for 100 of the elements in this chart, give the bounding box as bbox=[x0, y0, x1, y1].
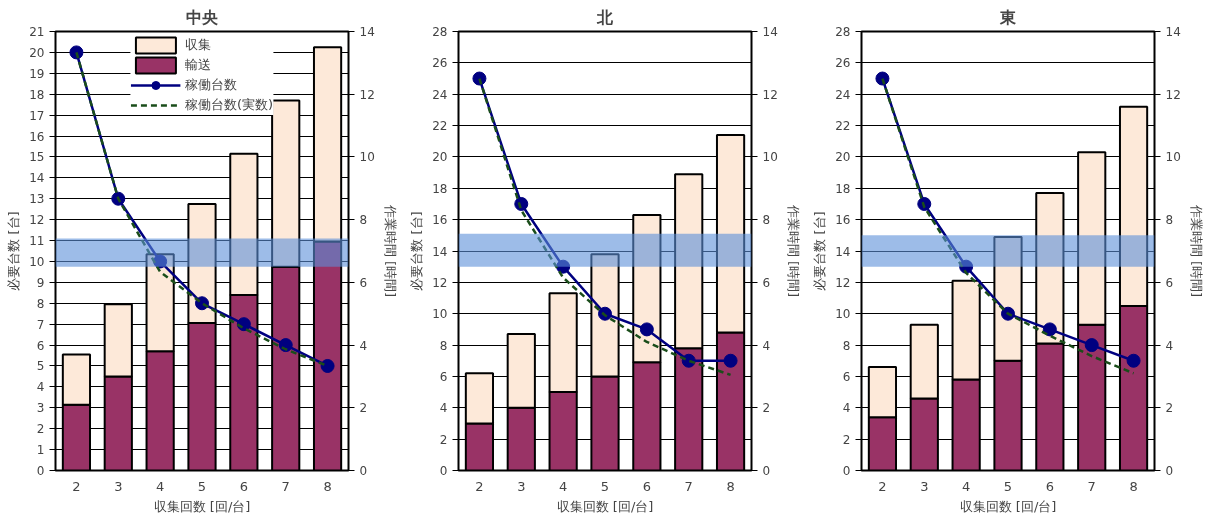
y-axis-title: 必要台数 [台] bbox=[6, 211, 22, 291]
y-tick-label: 22 bbox=[835, 119, 851, 134]
y-tick-label: 16 bbox=[29, 129, 45, 144]
y-tick-label: 28 bbox=[432, 25, 448, 39]
point bbox=[639, 322, 654, 337]
y-tick-label: 26 bbox=[432, 56, 448, 71]
x-tick-label: 5 bbox=[600, 478, 610, 494]
x-tick-label: 7 bbox=[1087, 478, 1096, 494]
y-tick-label: 14 bbox=[29, 171, 45, 186]
y-tick-label: 10 bbox=[29, 254, 45, 269]
y-tick-label: 5 bbox=[36, 359, 45, 374]
y-tick-label: 22 bbox=[432, 119, 448, 134]
point bbox=[723, 353, 738, 368]
y-tick-label: 14 bbox=[432, 244, 448, 259]
y2-tick-label: 12 bbox=[1165, 87, 1181, 102]
y-tick-label: 26 bbox=[835, 56, 851, 71]
y2-tick-label: 2 bbox=[762, 401, 771, 416]
y-tick-label: 24 bbox=[432, 87, 448, 102]
x-tick-label: 4 bbox=[156, 478, 165, 494]
y2-axis-title: 作業時間 [時間] bbox=[785, 203, 801, 298]
point bbox=[1042, 322, 1057, 337]
y-tick-label: 10 bbox=[432, 307, 448, 322]
x-tick-label: 3 bbox=[114, 478, 123, 494]
legend-label: 稼働台数(実数) bbox=[184, 96, 274, 114]
x-axis-title: 収集回数 [回/台] bbox=[153, 498, 251, 514]
y-tick-label: 10 bbox=[835, 307, 851, 322]
y-tick-label: 18 bbox=[432, 181, 448, 196]
y-tick-label: 0 bbox=[36, 464, 45, 478]
y-tick-label: 3 bbox=[36, 401, 45, 416]
y-tick-label: 14 bbox=[835, 244, 851, 259]
y-tick-label: 18 bbox=[29, 87, 45, 102]
legend-label: 稼働台数 bbox=[184, 76, 237, 94]
y-tick-label: 19 bbox=[29, 66, 45, 81]
point bbox=[1084, 338, 1099, 353]
x-tick-label: 6 bbox=[642, 478, 651, 494]
y-tick-label: 20 bbox=[29, 45, 45, 60]
x-tick-label: 4 bbox=[559, 478, 568, 494]
y-tick-label: 6 bbox=[842, 369, 851, 384]
x-axis-title: 収集回数 [回/台] bbox=[556, 498, 654, 514]
y-tick-label: 12 bbox=[432, 275, 448, 290]
x-tick-label: 2 bbox=[475, 478, 484, 494]
y2-tick-label: 14 bbox=[1165, 25, 1181, 39]
x-tick-label: 3 bbox=[920, 478, 929, 494]
y-tick-label: 16 bbox=[432, 213, 448, 228]
y-tick-label: 21 bbox=[29, 25, 45, 39]
y-tick-label: 1 bbox=[36, 443, 45, 458]
y2-tick-label: 0 bbox=[1165, 464, 1174, 478]
y2-axis-title: 作業時間 [時間] bbox=[1188, 203, 1204, 298]
y-tick-label: 20 bbox=[432, 150, 448, 165]
x-tick-label: 8 bbox=[1129, 478, 1138, 494]
y2-tick-label: 6 bbox=[762, 275, 771, 290]
y-tick-label: 4 bbox=[439, 401, 448, 416]
y-tick-label: 8 bbox=[439, 338, 448, 353]
y-tick-label: 15 bbox=[29, 150, 45, 165]
legend-label: 収集 bbox=[184, 36, 211, 54]
y2-tick-label: 4 bbox=[1165, 338, 1174, 353]
chart-title: 東 bbox=[999, 7, 1017, 27]
y-tick-label: 9 bbox=[36, 275, 45, 290]
chart-title: 北 bbox=[596, 7, 614, 27]
y-tick-label: 12 bbox=[835, 275, 851, 290]
y-tick-label: 2 bbox=[842, 432, 851, 447]
x-tick-label: 6 bbox=[1045, 478, 1054, 494]
y2-tick-label: 0 bbox=[359, 464, 368, 478]
y2-tick-label: 2 bbox=[359, 401, 368, 416]
y2-tick-label: 6 bbox=[1165, 275, 1174, 290]
x-tick-label: 5 bbox=[197, 478, 207, 494]
y2-tick-label: 10 bbox=[359, 150, 375, 165]
y2-tick-label: 14 bbox=[762, 25, 778, 39]
y-tick-label: 8 bbox=[36, 296, 45, 311]
x-tick-label: 5 bbox=[1003, 478, 1013, 494]
y2-tick-label: 10 bbox=[762, 150, 778, 165]
x-tick-label: 7 bbox=[684, 478, 693, 494]
y2-tick-label: 8 bbox=[359, 213, 368, 228]
y-tick-label: 2 bbox=[36, 422, 45, 437]
y2-tick-label: 0 bbox=[762, 464, 771, 478]
y-tick-label: 8 bbox=[842, 338, 851, 353]
y-tick-label: 11 bbox=[29, 234, 45, 249]
y2-tick-label: 8 bbox=[762, 213, 771, 228]
x-tick-label: 3 bbox=[517, 478, 526, 494]
y2-tick-label: 14 bbox=[359, 25, 375, 39]
y-tick-label: 17 bbox=[29, 108, 45, 123]
y-tick-label: 4 bbox=[36, 380, 45, 395]
x-tick-label: 7 bbox=[281, 478, 290, 494]
x-tick-label: 8 bbox=[726, 478, 735, 494]
point bbox=[153, 254, 168, 269]
y-tick-label: 20 bbox=[835, 150, 851, 165]
y2-tick-label: 4 bbox=[762, 338, 771, 353]
point bbox=[320, 358, 335, 373]
y-tick-label: 18 bbox=[835, 181, 851, 196]
y2-tick-label: 12 bbox=[359, 87, 375, 102]
x-tick-label: 2 bbox=[878, 478, 887, 494]
y2-tick-label: 6 bbox=[359, 275, 368, 290]
y-tick-label: 16 bbox=[835, 213, 851, 228]
x-tick-label: 4 bbox=[962, 478, 971, 494]
y2-tick-label: 10 bbox=[1165, 150, 1181, 165]
y-axis-title: 必要台数 [台] bbox=[812, 211, 828, 291]
y-tick-label: 6 bbox=[439, 369, 448, 384]
y-tick-label: 7 bbox=[36, 317, 45, 332]
y2-tick-label: 8 bbox=[1165, 213, 1174, 228]
y-tick-label: 2 bbox=[439, 432, 448, 447]
